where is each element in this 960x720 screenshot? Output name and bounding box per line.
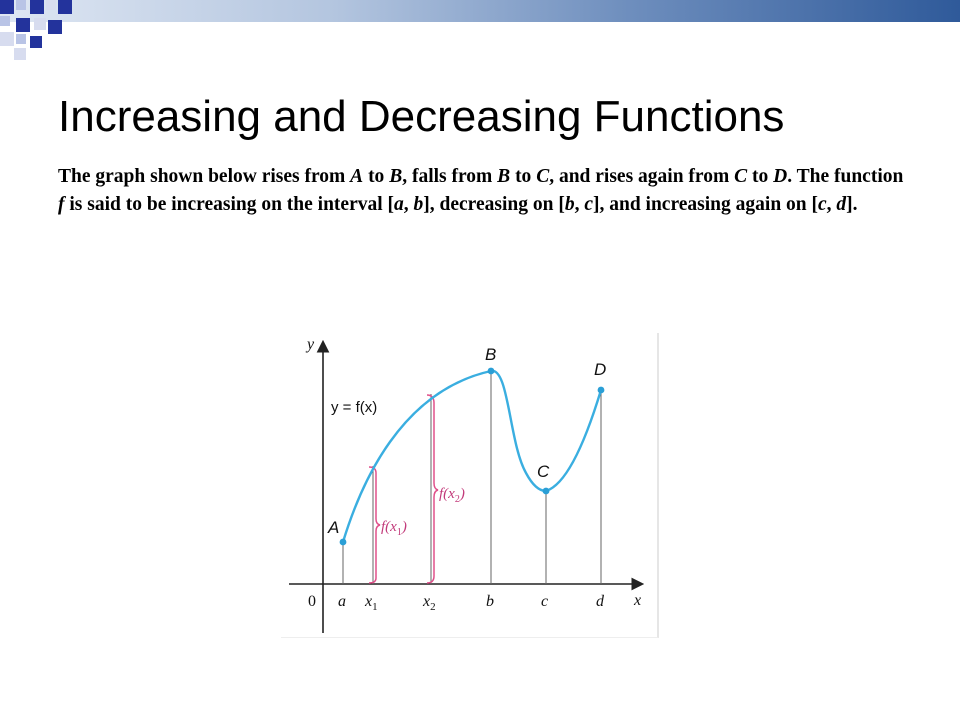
paragraph-text-run: , falls from [402,166,498,187]
curve-label: y = f(x) [331,399,377,416]
paragraph-italic-run: c [584,194,593,215]
point-label-b: B [485,345,496,364]
paragraph-italic-run: A [350,166,364,187]
paragraph-italic-run: C [536,166,550,187]
body-paragraph: The graph shown below rises from A to B,… [58,163,908,219]
paragraph-text-run: ], decreasing on [ [423,194,565,215]
paragraph-text-run: , [826,194,837,215]
point-label-a: A [327,518,339,537]
x-axis-label: x [633,592,641,609]
paragraph-text-run: The graph shown below rises from [58,166,351,187]
paragraph-italic-run: b [564,194,575,215]
paragraph-italic-run: c [818,194,827,215]
point-a-dot [339,538,347,546]
paragraph-text-run: . The function [787,166,904,187]
paragraph-text-run: , [403,194,414,215]
paragraph-italic-run: a [394,194,404,215]
brace-f-x2 [426,394,439,584]
paragraph-italic-run: C [734,166,748,187]
function-curve [341,369,603,543]
brace-label-f-x1: f(x1) [381,519,407,538]
paragraph-text-run: ]. [846,194,858,215]
brace-f-x1 [368,466,381,584]
slide-title: Increasing and Decreasing Functions [58,92,785,141]
point-label-d: D [594,360,606,379]
paragraph-text-run: , and rises again from [549,166,735,187]
tick-label-x2: x2 [422,593,436,613]
brace-label-f-x2: f(x2) [439,486,465,505]
paragraph-italic-run: D [773,166,788,187]
point-d-dot [597,386,605,394]
paragraph-text-run: to [747,166,774,187]
point-b-dot [487,367,495,375]
paragraph-text-run: to [510,166,537,187]
paragraph-italic-run: B [389,166,403,187]
tick-label-c: c [541,593,548,610]
paragraph-italic-run: b [413,194,424,215]
tick-label-x1: x1 [364,593,378,613]
function-graph-figure: A B C D y x 0 y = f(x) a x1 x2 b c d f(x… [281,333,659,638]
point-c-dot [542,487,550,495]
origin-label: 0 [308,593,316,610]
paragraph-text-run: , [574,194,585,215]
paragraph-text-run: is said to be increasing on the interval… [64,194,395,215]
point-label-c: C [537,462,550,481]
function-graph-svg: A B C D y x 0 y = f(x) a x1 x2 b c d f(x… [289,336,645,633]
paragraph-text-run: to [363,166,390,187]
top-gradient-band [0,0,960,22]
y-axis-label: y [305,336,315,353]
paragraph-italic-run: d [836,194,847,215]
paragraph-italic-run: B [497,166,511,187]
paragraph-italic-run: f [58,194,65,215]
paragraph-text-run: ], and increasing again on [ [592,194,818,215]
tick-label-d: d [596,593,605,610]
tick-label-b: b [486,593,494,610]
tick-label-a: a [338,593,346,610]
